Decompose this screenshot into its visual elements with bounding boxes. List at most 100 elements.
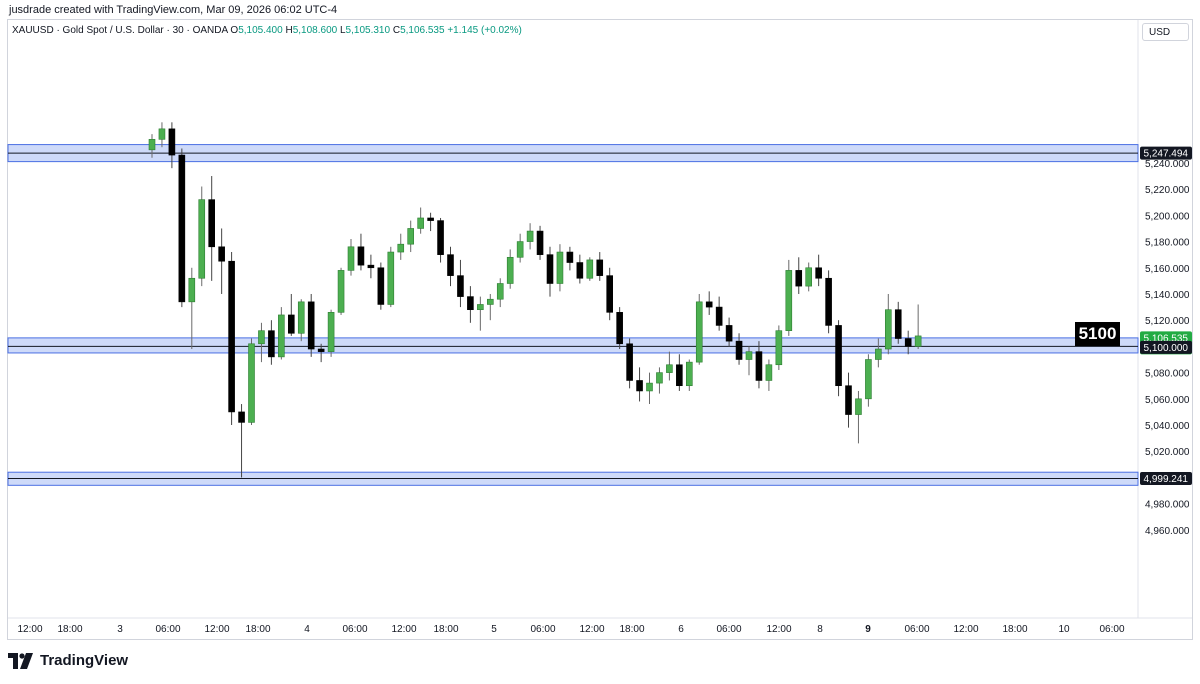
- candle-body: [586, 259, 594, 279]
- price-tag-bottom-bg: [1140, 471, 1192, 485]
- candle-body: [178, 154, 186, 303]
- zone-annotation-label: 5100: [1075, 322, 1120, 346]
- candle-body: [377, 267, 385, 305]
- price-tick-label: 5,140.000: [1145, 290, 1190, 301]
- candle-body: [506, 256, 514, 284]
- candle-layer: [148, 122, 922, 478]
- time-tick-label: 12:00: [204, 624, 229, 635]
- candle-body: [238, 411, 245, 423]
- price-tick-label: 5,200.000: [1145, 211, 1190, 222]
- candle-body: [656, 372, 663, 384]
- high-label: H: [285, 25, 293, 36]
- candle-body: [397, 243, 405, 253]
- low-label: L: [339, 25, 346, 36]
- candle-body: [516, 241, 524, 258]
- candle-body: [845, 385, 852, 415]
- candle-body: [894, 309, 902, 339]
- candle-body: [705, 301, 713, 308]
- candle-body: [715, 306, 723, 326]
- candle-body: [158, 128, 166, 140]
- time-tick-label: 9: [865, 624, 871, 635]
- time-tick-label: 06:00: [155, 624, 180, 635]
- candle-body: [228, 260, 235, 413]
- price-tag-mid-bg: [1140, 340, 1192, 354]
- time-tick-label: 18:00: [57, 624, 82, 635]
- time-tick-label: 18:00: [433, 624, 458, 635]
- price-tag-top: 5,247.494: [1140, 146, 1192, 160]
- price-tick-label: 5,120.000: [1145, 316, 1190, 327]
- time-tick-label: 18:00: [1002, 624, 1027, 635]
- candle-body: [805, 267, 813, 287]
- time-tick-label: 06:00: [904, 624, 929, 635]
- candle-body: [486, 298, 494, 305]
- candle-body: [218, 246, 225, 262]
- candle-body: [815, 267, 822, 279]
- high-value: 5,108.600: [292, 25, 338, 36]
- candle-body: [626, 343, 633, 381]
- candle-body: [546, 254, 554, 284]
- candle-body: [297, 301, 305, 334]
- candle-body: [148, 139, 156, 151]
- price-tick-label: 5,160.000: [1145, 264, 1190, 275]
- candle-body: [735, 340, 743, 360]
- change-value: +1.145 (+0.02%): [447, 25, 522, 36]
- candle-body: [576, 262, 584, 279]
- candle-body: [765, 364, 773, 381]
- time-tick-label: 12:00: [579, 624, 604, 635]
- candle-body: [248, 343, 255, 423]
- candle-body: [347, 246, 355, 271]
- candle-body: [496, 283, 504, 300]
- candle-body: [596, 259, 604, 276]
- candle-body: [307, 301, 315, 350]
- low-value: 5,105.310: [345, 25, 391, 36]
- time-tick-label: 12:00: [17, 624, 42, 635]
- candle-body: [795, 270, 803, 287]
- candle-body: [317, 348, 325, 352]
- time-tick-label: 06:00: [530, 624, 555, 635]
- time-tick-label: 06:00: [1099, 624, 1124, 635]
- time-tick-label: 3: [117, 624, 123, 635]
- time-tick-label: 6: [678, 624, 684, 635]
- candle-body: [695, 301, 703, 363]
- candle-body: [437, 220, 444, 255]
- candle-body: [526, 230, 534, 242]
- zone-layer: [7, 144, 1139, 486]
- candle-body: [556, 251, 564, 284]
- candle-body: [477, 304, 484, 311]
- time-tick-label: 18:00: [245, 624, 270, 635]
- candle-body: [685, 361, 693, 387]
- candle-body: [407, 228, 415, 245]
- candle-body: [417, 217, 424, 229]
- price-tag-bottom: 4,999.241: [1140, 471, 1192, 485]
- price-tick-label: 5,040.000: [1145, 421, 1190, 432]
- candle-body: [785, 270, 793, 331]
- close-value: 5,106.535: [400, 25, 445, 36]
- grid-layer: [8, 20, 1192, 619]
- candle-body: [855, 398, 862, 415]
- candle-body: [467, 296, 474, 311]
- candle-body: [745, 351, 753, 360]
- candle-body: [676, 364, 683, 387]
- price-tick-label: 5,240.000: [1145, 159, 1190, 170]
- symbol-legend[interactable]: XAUUSD · Gold Spot / U.S. Dollar · 30 · …: [12, 25, 522, 36]
- candle-body: [427, 217, 434, 221]
- candle-body: [775, 330, 783, 366]
- symbol-name[interactable]: XAUUSD · Gold Spot / U.S. Dollar · 30 · …: [12, 25, 228, 36]
- price-tick-label: 4,960.000: [1145, 526, 1190, 537]
- time-tick-label: 18:00: [619, 624, 644, 635]
- candle-body: [208, 199, 215, 248]
- time-tick-label: 8: [817, 624, 823, 635]
- candle-body: [357, 246, 365, 266]
- currency-selector[interactable]: USD: [1142, 23, 1189, 41]
- candle-body: [636, 380, 643, 392]
- time-tick-label: 06:00: [716, 624, 741, 635]
- chart-pane[interactable]: [7, 19, 1193, 640]
- candle-body: [875, 348, 882, 360]
- time-tick-label: 12:00: [766, 624, 791, 635]
- brand-name: TradingView: [40, 652, 129, 669]
- time-tick-label: 12:00: [391, 624, 416, 635]
- candle-body: [606, 275, 614, 313]
- candle-body: [536, 230, 544, 255]
- tradingview-logo[interactable]: TradingView: [8, 652, 128, 669]
